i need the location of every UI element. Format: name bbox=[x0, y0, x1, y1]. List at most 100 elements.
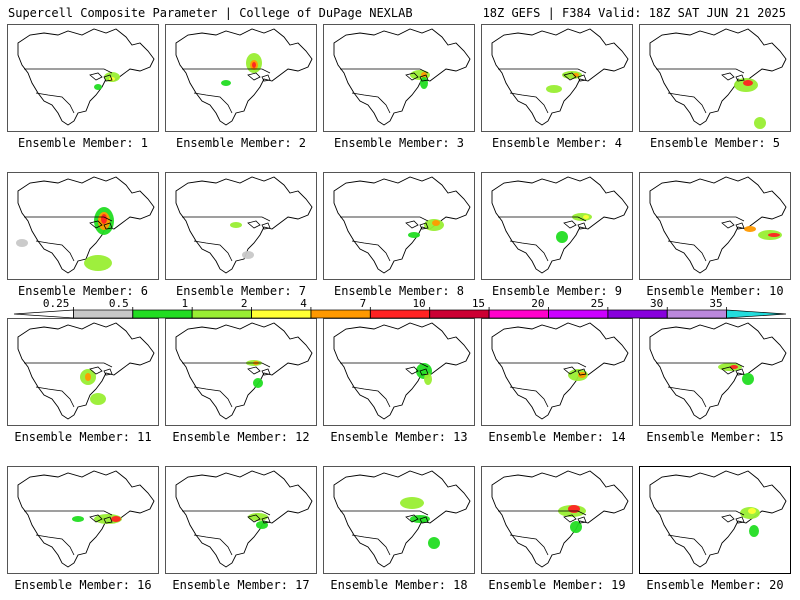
ensemble-member-map-20[interactable] bbox=[639, 466, 791, 574]
map-canvas bbox=[491, 322, 629, 420]
ensemble-member-map-5[interactable] bbox=[639, 24, 791, 132]
scp-contour-0 bbox=[230, 222, 242, 228]
coastline bbox=[649, 322, 787, 420]
colorbar-segment-10 bbox=[607, 309, 668, 319]
member-label-17: Ensemble Member: 17 bbox=[172, 578, 310, 592]
map-canvas bbox=[649, 28, 787, 129]
colorbar-tick-label-1: 0.5 bbox=[109, 297, 129, 310]
ensemble-member-map-4[interactable] bbox=[481, 24, 633, 132]
us-mexico-border bbox=[35, 92, 75, 114]
member-label-12: Ensemble Member: 12 bbox=[172, 430, 310, 444]
scp-contour-1 bbox=[730, 365, 738, 369]
ensemble-member-map-1[interactable] bbox=[7, 24, 159, 132]
map-canvas bbox=[333, 470, 471, 568]
ensemble-member-map-7[interactable] bbox=[165, 172, 317, 280]
scp-contour-1 bbox=[85, 373, 91, 381]
great-lakes bbox=[721, 72, 745, 82]
colorbar-tick-label-7: 15 bbox=[472, 297, 485, 310]
member-label-16: Ensemble Member: 16 bbox=[14, 578, 152, 592]
us-mexico-border bbox=[351, 534, 391, 556]
member-label-14: Ensemble Member: 14 bbox=[488, 430, 626, 444]
great-lakes bbox=[247, 514, 271, 524]
map-canvas bbox=[333, 28, 471, 126]
us-mexico-border bbox=[351, 386, 391, 408]
map-canvas bbox=[491, 470, 629, 568]
ensemble-member-map-2[interactable] bbox=[165, 24, 317, 132]
us-mexico-border bbox=[193, 386, 233, 408]
great-lakes bbox=[89, 220, 113, 230]
us-canada-border bbox=[182, 362, 271, 368]
great-lakes bbox=[563, 220, 587, 230]
member-label-15: Ensemble Member: 15 bbox=[646, 430, 784, 444]
coastline bbox=[333, 28, 471, 126]
ensemble-member-map-17[interactable] bbox=[165, 466, 317, 574]
ensemble-member-map-8[interactable] bbox=[323, 172, 475, 280]
scp-contour-2 bbox=[428, 537, 440, 549]
us-canada-border bbox=[498, 216, 587, 222]
us-canada-border bbox=[24, 362, 113, 368]
ensemble-member-map-13[interactable] bbox=[323, 318, 475, 426]
scp-contour-1 bbox=[256, 521, 268, 529]
ensemble-member-map-3[interactable] bbox=[323, 24, 475, 132]
great-lakes bbox=[721, 514, 745, 524]
member-label-20: Ensemble Member: 20 bbox=[646, 578, 784, 592]
ensemble-member-map-9[interactable] bbox=[481, 172, 633, 280]
colorbar-segment-7 bbox=[429, 309, 490, 319]
scp-contour-1 bbox=[743, 80, 753, 86]
us-mexico-border bbox=[35, 386, 75, 408]
colorbar-tick-label-9: 25 bbox=[591, 297, 604, 310]
member-label-19: Ensemble Member: 19 bbox=[488, 578, 626, 592]
us-mexico-border bbox=[193, 240, 233, 262]
colorbar-tick-label-0: 0.25 bbox=[43, 297, 70, 310]
map-canvas bbox=[17, 322, 155, 420]
great-lakes bbox=[405, 220, 429, 230]
scp-contour-2 bbox=[546, 85, 562, 93]
us-mexico-border bbox=[35, 240, 75, 262]
colorbar-segment-4 bbox=[251, 309, 312, 319]
map-canvas bbox=[175, 470, 313, 568]
scp-contour-2 bbox=[72, 516, 84, 522]
colorbar-tick-label-3: 2 bbox=[241, 297, 248, 310]
coastline bbox=[175, 28, 313, 126]
colorbar-tick-label-5: 7 bbox=[360, 297, 367, 310]
great-lakes bbox=[563, 72, 587, 82]
member-label-9: Ensemble Member: 9 bbox=[491, 284, 623, 298]
map-canvas bbox=[491, 176, 629, 274]
us-mexico-border bbox=[667, 534, 707, 556]
us-mexico-border bbox=[667, 240, 707, 262]
ensemble-member-map-18[interactable] bbox=[323, 466, 475, 574]
great-lakes bbox=[563, 366, 587, 376]
ensemble-member-map-10[interactable] bbox=[639, 172, 791, 280]
us-mexico-border bbox=[351, 240, 391, 262]
us-mexico-border bbox=[509, 386, 549, 408]
colorbar-segment-0 bbox=[13, 309, 74, 319]
map-canvas bbox=[175, 322, 313, 420]
scp-contour-2 bbox=[253, 378, 263, 388]
us-canada-border bbox=[340, 510, 429, 516]
ensemble-member-map-15[interactable] bbox=[639, 318, 791, 426]
map-canvas bbox=[649, 470, 787, 568]
coastline bbox=[175, 176, 313, 274]
ensemble-member-map-19[interactable] bbox=[481, 466, 633, 574]
us-canada-border bbox=[656, 216, 745, 222]
us-mexico-border bbox=[509, 240, 549, 262]
ensemble-member-map-16[interactable] bbox=[7, 466, 159, 574]
colorbar-segment-3 bbox=[191, 309, 252, 319]
colorbar-tick-label-10: 30 bbox=[650, 297, 663, 310]
map-canvas bbox=[649, 322, 787, 420]
scp-contour-3 bbox=[84, 255, 112, 271]
ensemble-member-map-14[interactable] bbox=[481, 318, 633, 426]
ensemble-member-map-6[interactable] bbox=[7, 172, 159, 280]
us-canada-border bbox=[656, 510, 745, 516]
scp-contour-2 bbox=[252, 62, 256, 68]
scp-contour-2 bbox=[744, 226, 756, 232]
scp-contour-1 bbox=[111, 516, 121, 522]
ensemble-member-map-11[interactable] bbox=[7, 318, 159, 426]
us-canada-border bbox=[182, 216, 271, 222]
scp-contour-0 bbox=[572, 213, 592, 221]
ensemble-member-map-12[interactable] bbox=[165, 318, 317, 426]
scp-contour-1 bbox=[568, 505, 580, 513]
great-lakes bbox=[89, 366, 113, 376]
us-canada-border bbox=[498, 510, 587, 516]
colorbar-segment-2 bbox=[132, 309, 193, 319]
